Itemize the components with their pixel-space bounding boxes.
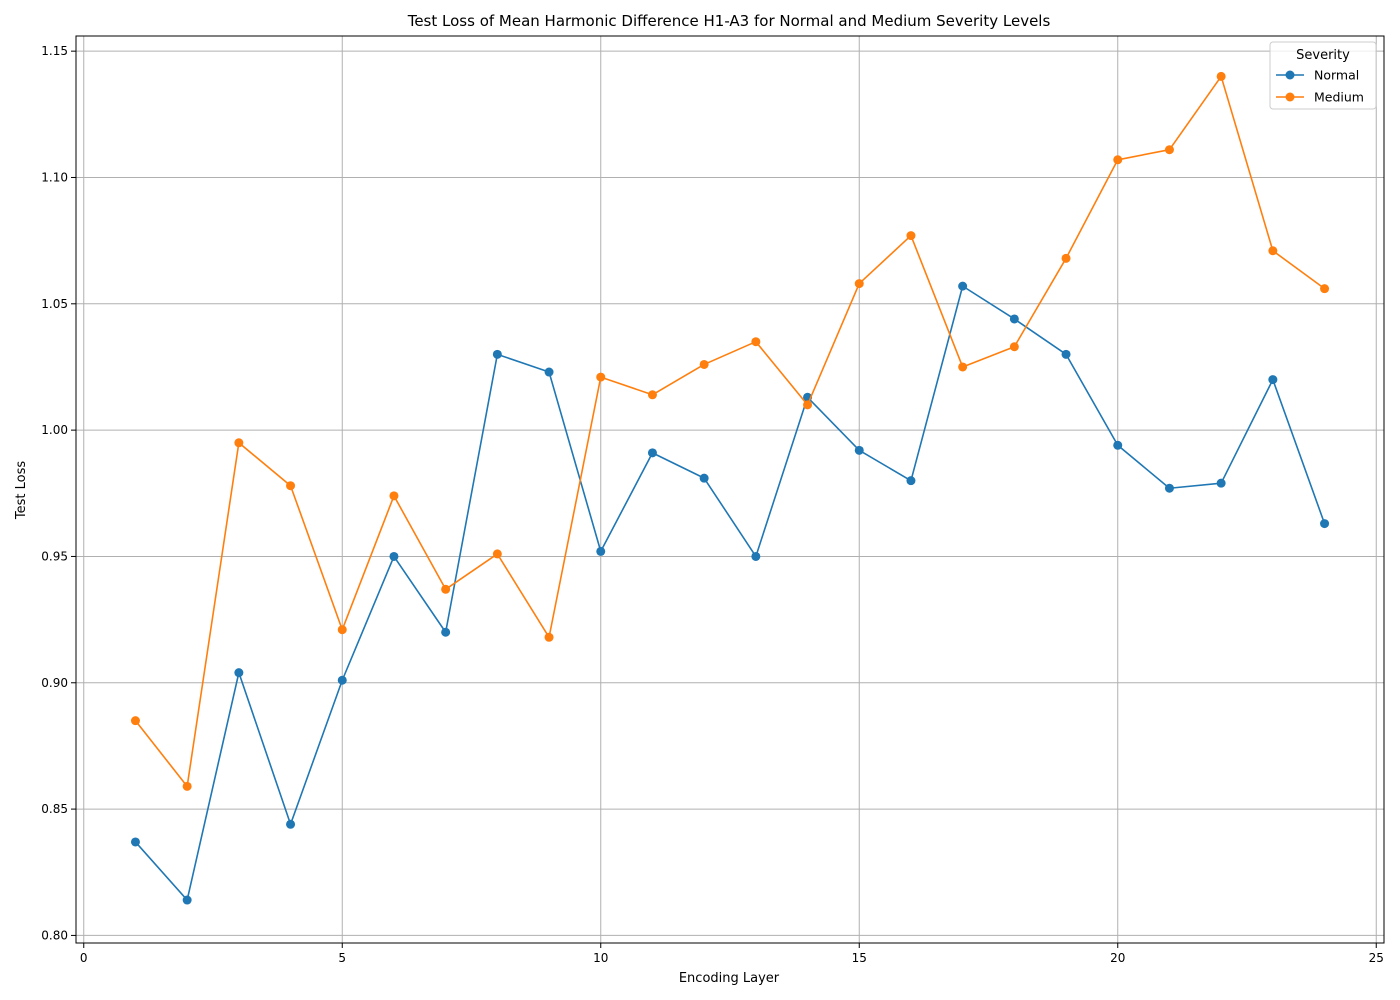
- y-tick-label: 0.90: [41, 676, 68, 690]
- data-point-medium: [751, 337, 761, 347]
- series-normal: [130, 281, 1330, 905]
- data-point-normal: [389, 551, 399, 561]
- data-point-medium: [441, 584, 451, 594]
- series-layer: [130, 71, 1330, 905]
- legend-marker-normal: [1285, 70, 1295, 80]
- data-point-normal: [958, 281, 968, 291]
- x-tick-label: 20: [1110, 951, 1125, 965]
- legend-label-normal: Normal: [1314, 68, 1359, 83]
- y-tick-label: 0.95: [41, 549, 68, 563]
- data-point-normal: [1320, 519, 1330, 529]
- data-point-normal: [699, 473, 709, 483]
- y-tick-label: 1.15: [41, 44, 68, 58]
- series-line-medium: [134, 75, 1326, 788]
- series-medium: [130, 71, 1330, 791]
- data-point-medium: [286, 481, 296, 491]
- data-point-medium: [854, 279, 864, 289]
- data-point-normal: [854, 445, 864, 455]
- data-point-normal: [751, 551, 761, 561]
- data-point-medium: [1268, 246, 1278, 256]
- data-point-normal: [234, 668, 244, 678]
- y-tick-label: 0.80: [41, 928, 68, 942]
- data-point-normal: [182, 895, 192, 905]
- y-tick-label: 1.10: [41, 170, 68, 184]
- data-point-medium: [544, 632, 554, 642]
- data-point-medium: [1113, 155, 1123, 165]
- data-point-normal: [544, 367, 554, 377]
- data-point-normal: [286, 819, 296, 829]
- data-point-medium: [389, 491, 399, 501]
- x-tick-label: 10: [593, 951, 608, 965]
- data-point-normal: [1164, 483, 1174, 493]
- data-point-medium: [1216, 71, 1226, 81]
- data-point-medium: [596, 372, 606, 382]
- data-point-medium: [699, 359, 709, 369]
- data-point-medium: [803, 400, 813, 410]
- data-point-medium: [958, 362, 968, 372]
- x-tick-label: 15: [852, 951, 867, 965]
- data-point-normal: [337, 675, 347, 685]
- x-tick-label: 0: [80, 951, 88, 965]
- y-tick-label: 0.85: [41, 802, 68, 816]
- grid: [76, 36, 1384, 943]
- data-point-normal: [1216, 478, 1226, 488]
- data-point-medium: [182, 781, 192, 791]
- x-tick-label: 25: [1369, 951, 1384, 965]
- plot-frame: [75, 35, 1385, 944]
- legend: Severity Normal Medium: [1269, 41, 1377, 110]
- data-point-medium: [1320, 284, 1330, 294]
- data-point-normal: [906, 476, 916, 486]
- data-point-medium: [130, 716, 140, 726]
- x-tick-label: 5: [338, 951, 346, 965]
- data-point-normal: [596, 546, 606, 556]
- data-point-normal: [130, 837, 140, 847]
- y-tick-label: 1.05: [41, 297, 68, 311]
- legend-box: [1269, 41, 1377, 110]
- data-point-medium: [906, 231, 916, 241]
- series-line-normal: [134, 285, 1326, 901]
- y-axis-label: Test Loss: [14, 461, 29, 520]
- y-axis-ticks: 0.80 0.85 0.90 0.95 1.00 1.05 1.10 1.15: [41, 44, 76, 942]
- data-point-medium: [337, 625, 347, 635]
- data-point-normal: [1061, 349, 1071, 359]
- data-point-medium: [1009, 342, 1019, 352]
- data-point-medium: [647, 390, 657, 400]
- x-axis-ticks: 0 5 10 15 20 25: [80, 943, 1384, 965]
- legend-marker-medium: [1285, 92, 1295, 102]
- data-point-normal: [1009, 314, 1019, 324]
- data-point-normal: [647, 448, 657, 458]
- data-point-normal: [441, 627, 451, 637]
- data-point-medium: [1061, 253, 1071, 263]
- chart-title: Test Loss of Mean Harmonic Difference H1…: [407, 12, 1051, 30]
- data-point-medium: [234, 438, 244, 448]
- data-point-medium: [492, 549, 502, 559]
- x-axis-label: Encoding Layer: [679, 971, 780, 986]
- legend-title: Severity: [1296, 48, 1350, 63]
- y-tick-label: 1.00: [41, 423, 68, 437]
- data-point-normal: [1113, 440, 1123, 450]
- data-point-normal: [492, 349, 502, 359]
- data-point-medium: [1164, 145, 1174, 155]
- data-point-normal: [1268, 375, 1278, 385]
- legend-label-medium: Medium: [1314, 90, 1364, 105]
